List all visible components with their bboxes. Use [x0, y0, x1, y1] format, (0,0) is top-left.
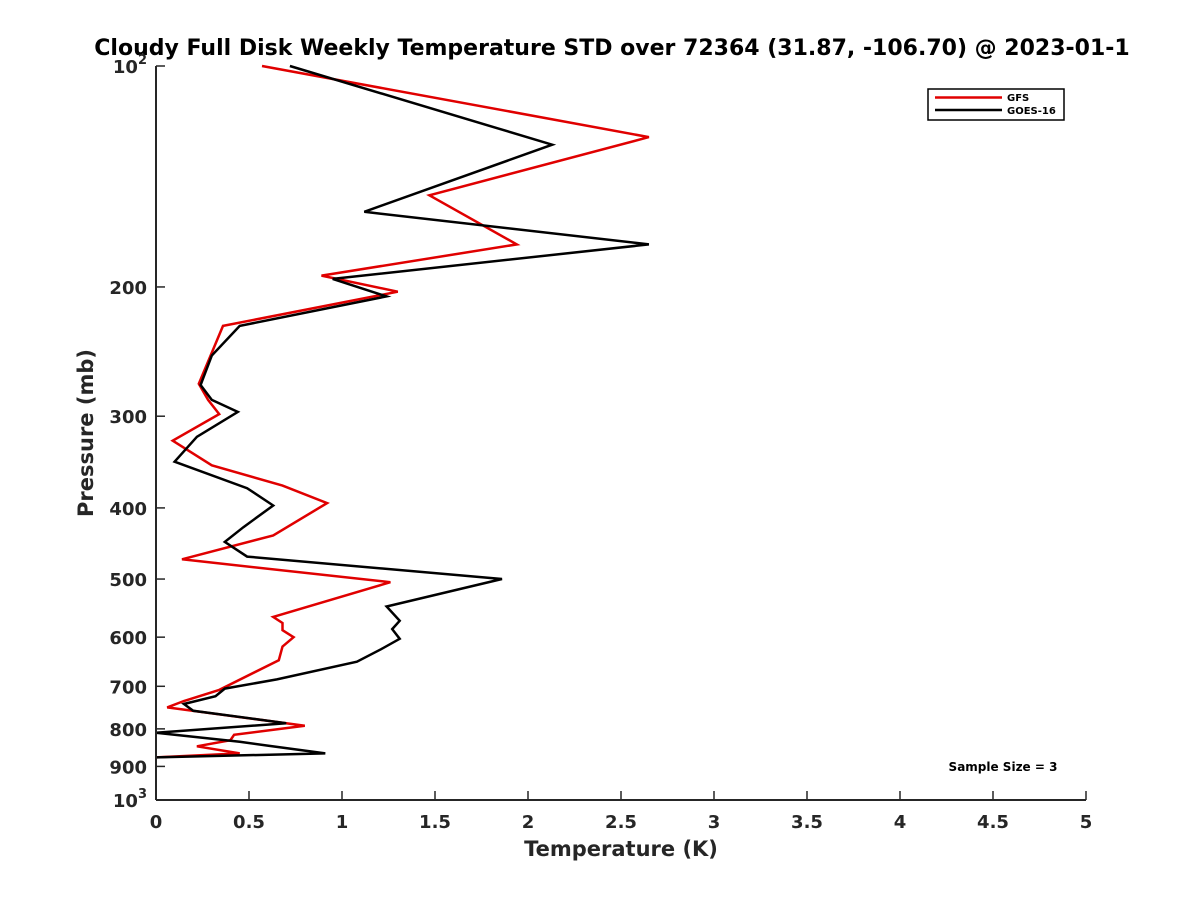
x-tick-label: 0.5 [233, 812, 265, 833]
x-tick-label: 4 [894, 812, 907, 833]
y-tick-label: 200 [109, 278, 147, 299]
x-tick-label: 3 [708, 812, 721, 833]
y-ticks: 102 200 300 400 500 600 700 800 900 103 [109, 53, 165, 812]
legend-label-goes16: GOES-16 [1007, 106, 1056, 117]
y-tick-label: 103 [113, 787, 147, 812]
y-tick-label: 102 [113, 53, 147, 78]
x-tick-label: 5 [1080, 812, 1093, 833]
y-tick-label: 600 [109, 628, 147, 649]
y-tick-label: 300 [109, 407, 147, 428]
x-tick-label: 0 [150, 812, 163, 833]
y-tick-label: 900 [109, 757, 147, 778]
x-axis-label: Temperature (K) [524, 837, 718, 861]
series-line-gfs [155, 64, 650, 759]
legend-box [927, 88, 1065, 121]
chart-title: Cloudy Full Disk Weekly Temperature STD … [94, 36, 1129, 61]
y-tick-label: 700 [109, 677, 147, 698]
x-tick-label: 4.5 [977, 812, 1009, 833]
y-tick-label: 400 [109, 499, 147, 520]
x-tick-label: 2.5 [605, 812, 637, 833]
x-tick-label: 3.5 [791, 812, 823, 833]
y-tick-label: 800 [109, 720, 147, 741]
x-tick-label: 1 [336, 812, 349, 833]
series-layer [155, 64, 650, 759]
legend-label-gfs: GFS [1007, 93, 1029, 104]
legend: GFS GOES-16 [927, 88, 1065, 121]
x-ticks: 0 0.5 1 1.5 2 2.5 3 3.5 4 4.5 5 [150, 791, 1093, 833]
x-tick-label: 1.5 [419, 812, 451, 833]
x-tick-label: 2 [522, 812, 535, 833]
y-tick-label: 500 [109, 570, 147, 591]
sample-size-annotation: Sample Size = 3 [949, 760, 1058, 774]
y-axis-label: Pressure (mb) [74, 349, 98, 517]
series-line-goes16 [155, 64, 650, 759]
